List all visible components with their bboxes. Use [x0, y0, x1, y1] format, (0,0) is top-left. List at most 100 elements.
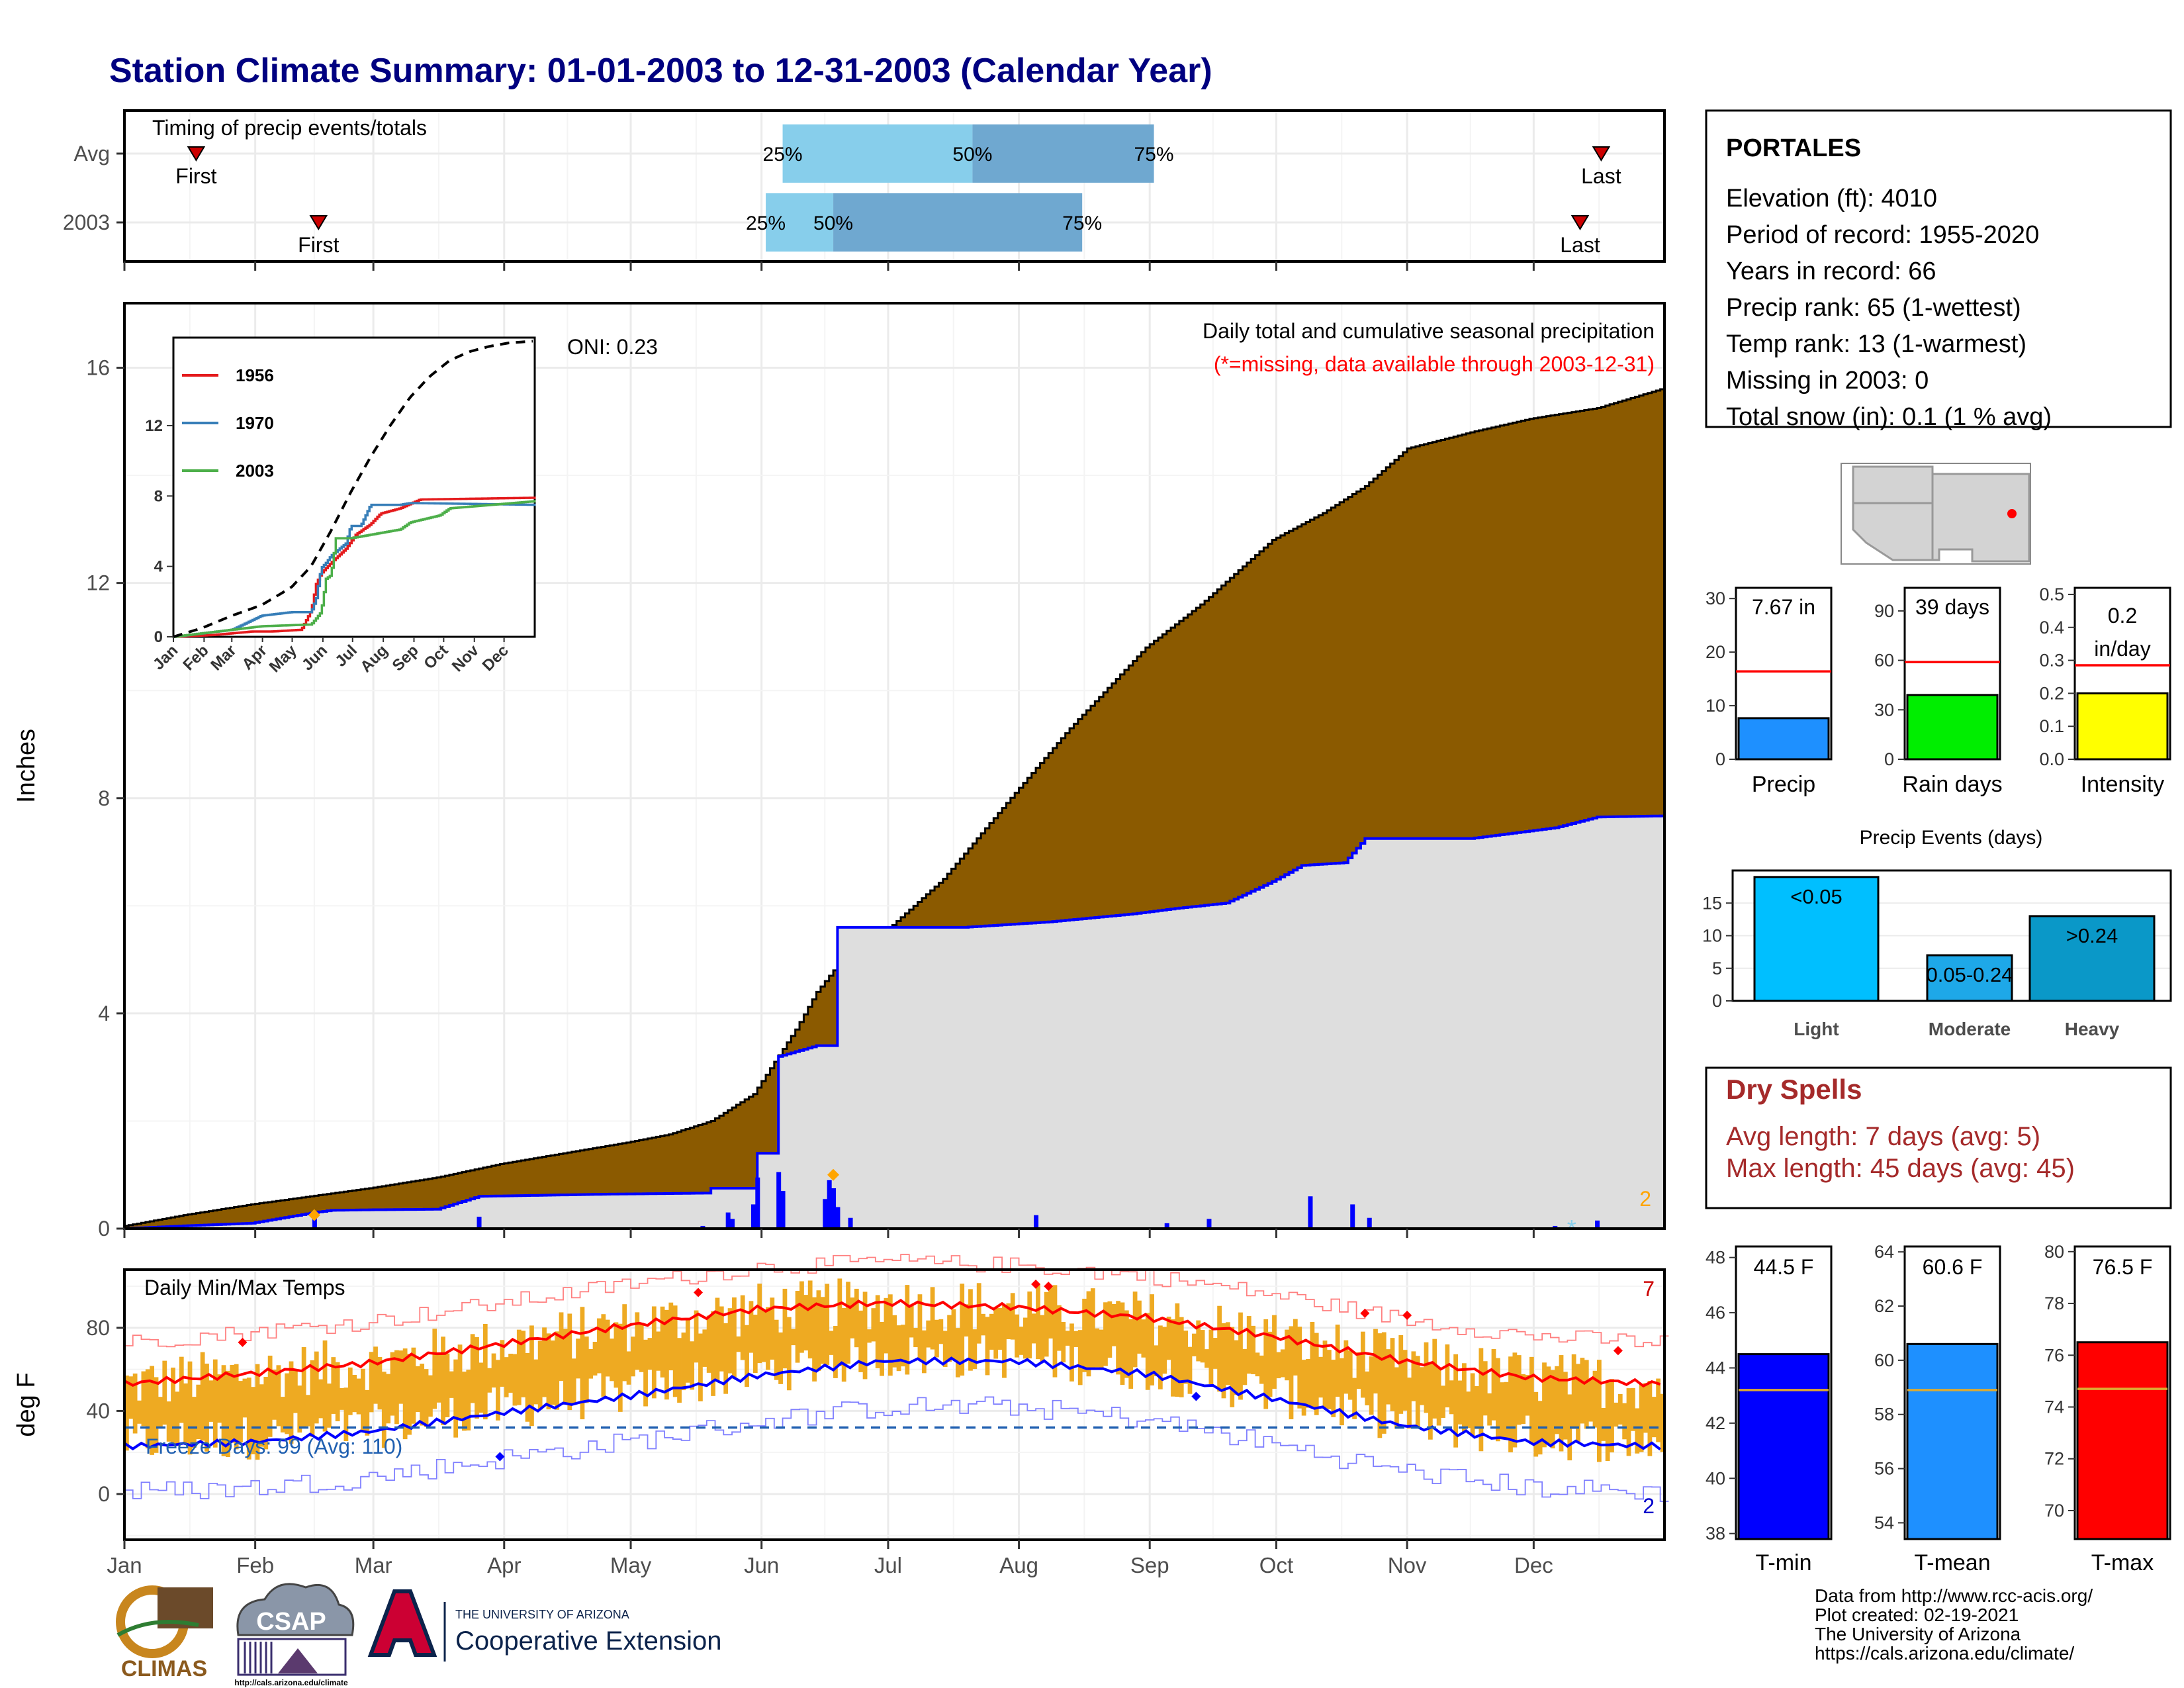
daily-temp-bar: [563, 1329, 568, 1405]
daily-temp-bar: [208, 1380, 214, 1422]
daily-temp-bar: [301, 1347, 306, 1429]
daily-temp-bar: [732, 1297, 737, 1379]
temp-y-tick: 54: [1874, 1513, 1894, 1532]
daily-temp-bar: [981, 1313, 985, 1336]
daily-temp-bar: [1500, 1382, 1505, 1439]
daily-temp-bar: [584, 1336, 589, 1403]
daily-temp-bar: [651, 1306, 657, 1399]
daily-temp-bar: [1576, 1364, 1580, 1443]
daily-temp-bar: [377, 1356, 383, 1410]
daily-temp-bar: [631, 1336, 635, 1377]
summary-value-label: 7.67 in: [1752, 595, 1815, 619]
temp-y-tick: 56: [1874, 1459, 1894, 1479]
daily-precip-bar: [831, 1188, 837, 1229]
daily-temp-bar: [694, 1310, 699, 1363]
daily-temp-bar: [1191, 1333, 1197, 1356]
daily-temp-bar: [1402, 1350, 1408, 1411]
q50-label: 50%: [813, 212, 853, 234]
month-tick-label: Nov: [1388, 1553, 1427, 1577]
temp-y-tick: 74: [2044, 1397, 2064, 1417]
daily-temp-bar: [255, 1364, 260, 1460]
daily-temp-bar: [605, 1319, 610, 1377]
daily-temp-bar: [343, 1387, 349, 1441]
dry-spells-title: Dry Spells: [1726, 1074, 1862, 1105]
daily-temp-bar: [1546, 1366, 1551, 1444]
daily-temp-bar: [373, 1346, 378, 1404]
daily-temp-bar: [289, 1361, 294, 1444]
inset-x-tick: Nov: [449, 641, 483, 676]
daily-temp-bar: [875, 1295, 880, 1369]
daily-temp-bar: [1187, 1346, 1193, 1394]
daily-precip-bar: [827, 1180, 832, 1229]
daily-temp-bar: [420, 1364, 425, 1426]
daily-temp-bar: [263, 1376, 269, 1450]
station-name: PORTALES: [1726, 134, 1861, 162]
daily-temp-bar: [1567, 1394, 1572, 1461]
daily-temp-bar: [154, 1377, 159, 1453]
panel-border: [123, 302, 1666, 1230]
record-marker: [827, 1168, 840, 1181]
daily-temp-bar: [183, 1383, 189, 1443]
daily-temp-bar: [1061, 1322, 1066, 1363]
daily-temp-bar: [1175, 1303, 1180, 1397]
temp-value-bar: [1737, 1353, 1830, 1540]
daily-temp-bar: [482, 1323, 488, 1420]
panel-border: [123, 1268, 1666, 1541]
daily-temp-bar: [1343, 1340, 1349, 1394]
daily-temp-bar: [610, 1338, 614, 1382]
record-high-marker: [694, 1288, 704, 1297]
daily-temp-bar: [896, 1325, 901, 1372]
daily-temp-bar: [862, 1291, 868, 1380]
inset-x-tick: Jan: [150, 641, 181, 673]
daily-temp-bar: [230, 1364, 235, 1443]
logos: CLIMAS CSAP http://cals.arizona.edu/climat…: [116, 1583, 721, 1687]
daily-temp-bar: [449, 1371, 454, 1398]
daily-temp-bar: [1036, 1284, 1040, 1360]
daily-temp-bar: [272, 1370, 277, 1420]
daily-temp-bar: [1466, 1391, 1471, 1429]
daily-temp-bar: [221, 1365, 226, 1456]
record-low-line: [124, 1396, 1669, 1502]
daily-temp-bar: [887, 1294, 893, 1376]
daily-temp-bar: [1322, 1340, 1328, 1409]
daily-temp-bar: [1217, 1305, 1222, 1392]
daily-temp-bar: [487, 1368, 492, 1393]
daily-temp-bar: [626, 1351, 631, 1385]
daily-precip-bar: [700, 1225, 705, 1229]
daily-precip-bar: [1164, 1223, 1169, 1229]
daily-temp-bar: [964, 1304, 969, 1337]
daily-temp-bar: [1120, 1302, 1125, 1385]
daily-temp-bar: [1360, 1331, 1365, 1398]
daily-temp-bar: [1635, 1408, 1640, 1454]
summary-value-label: 0.2: [2108, 604, 2137, 628]
daily-temp-bar: [386, 1374, 391, 1424]
daily-temp-bar: [141, 1371, 146, 1427]
daily-temp-bar: [356, 1378, 361, 1415]
daily-temp-bar: [837, 1278, 842, 1366]
daily-temp-bar: [432, 1329, 437, 1409]
daily-temp-bar: [938, 1319, 944, 1344]
oni-label: ONI: 0.23: [567, 335, 658, 359]
inset-x-tick: Mar: [207, 641, 240, 674]
daily-temp-bar: [1077, 1330, 1083, 1385]
daily-temp-bar: [690, 1341, 695, 1390]
daily-temp-bar: [175, 1391, 180, 1446]
daily-temp-bar: [318, 1379, 324, 1419]
temp-value-label: 76.5 F: [2093, 1255, 2153, 1279]
daily-temp-bar: [1251, 1325, 1255, 1374]
daily-temp-bar: [369, 1352, 374, 1413]
daily-temp-bar: [1116, 1301, 1120, 1375]
daily-precip-bar: [823, 1199, 828, 1229]
daily-precip-bar: [477, 1217, 482, 1229]
temp-value-label: 44.5 F: [1754, 1255, 1814, 1279]
summary-y-tick: 10: [1706, 696, 1725, 716]
inset-x-tick: Aug: [357, 641, 391, 676]
csap-cloud: [236, 1583, 355, 1636]
daily-temp-bar: [825, 1284, 830, 1365]
daily-temp-bar: [580, 1307, 585, 1420]
daily-temp-bar: [1550, 1370, 1555, 1449]
daily-temp-bar: [251, 1387, 256, 1454]
daily-temp-bar: [867, 1329, 872, 1343]
summary-bar-name: Precip: [1752, 772, 1815, 797]
